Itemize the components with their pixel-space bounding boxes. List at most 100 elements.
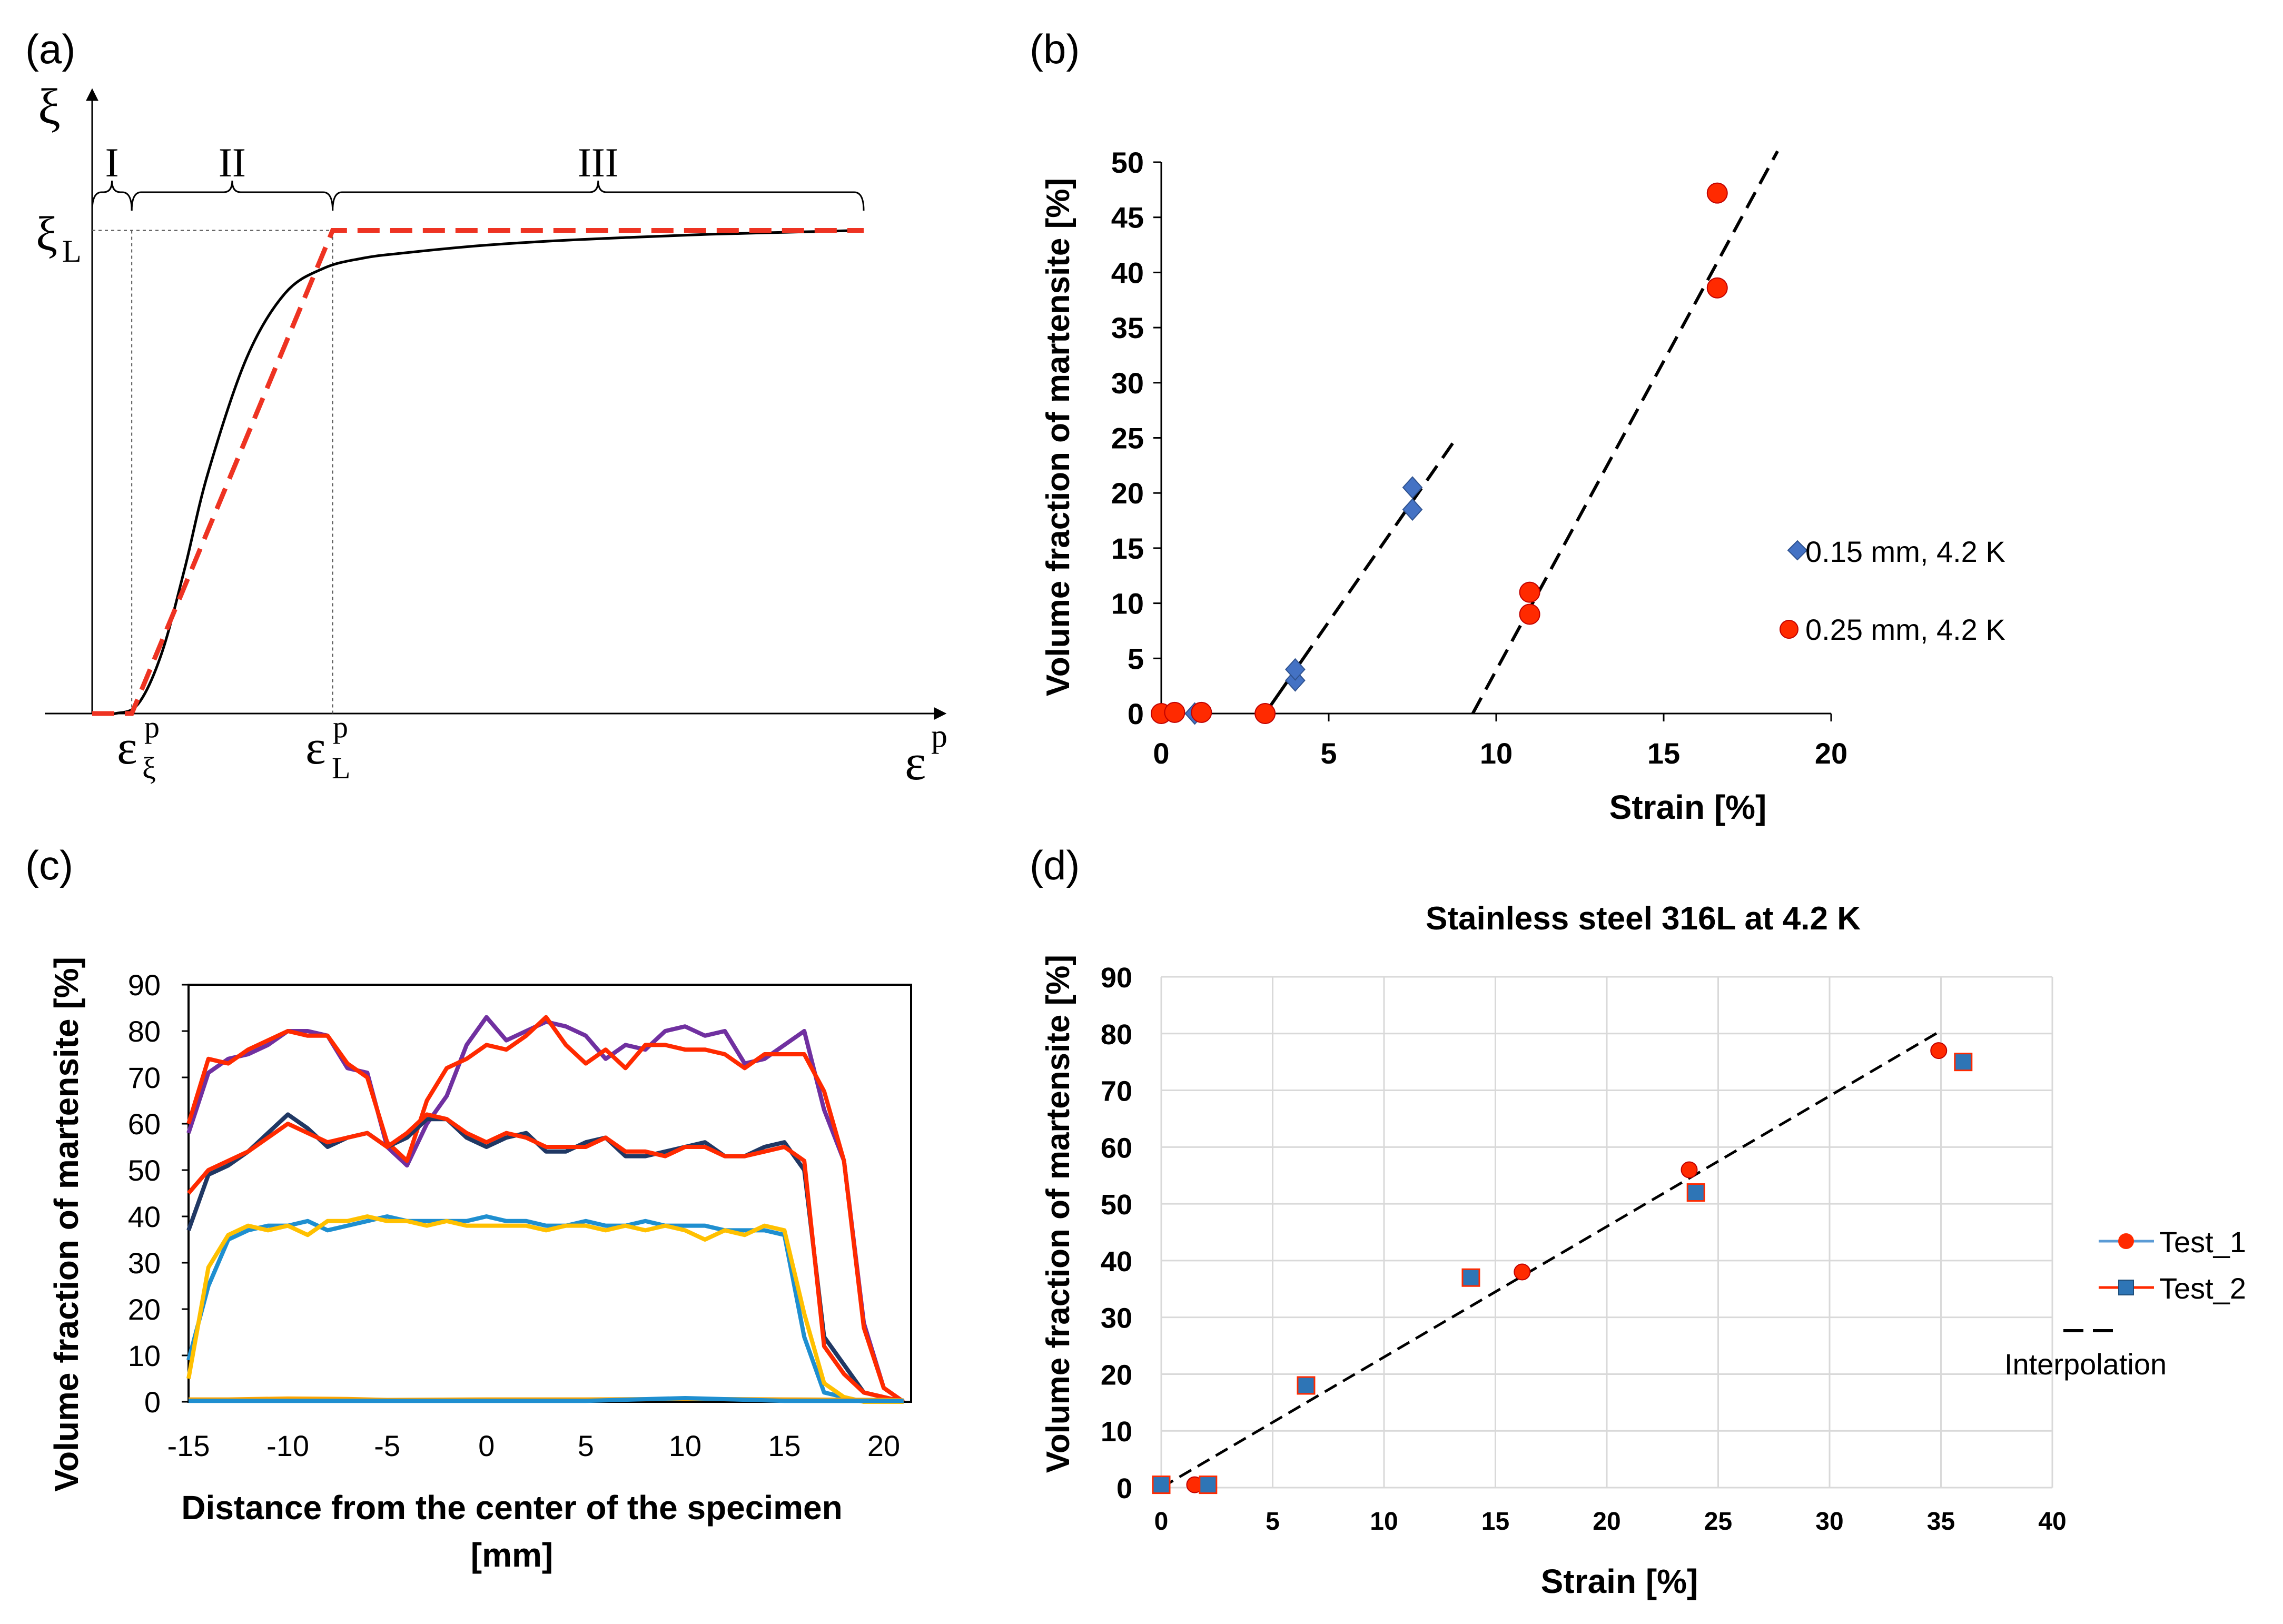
d-legend-test2-marker-icon	[2118, 1280, 2134, 1295]
c-series-yellow	[186, 1214, 904, 1404]
b-ytick-label-8: 40	[1111, 256, 1144, 289]
panel-label-b: (b)	[1030, 26, 1080, 72]
d-legend-test1-marker-icon	[2118, 1233, 2134, 1249]
c-ytick-label-5: 50	[128, 1154, 161, 1187]
d-xtick-label-0: 0	[1154, 1508, 1169, 1536]
c-xtick-label-6: 15	[768, 1429, 800, 1462]
svg-text:ξ: ξ	[36, 207, 57, 261]
c-ytick-label-7: 70	[128, 1061, 161, 1094]
b-ytick-label-7: 35	[1111, 311, 1144, 344]
b-point-s0-3	[1402, 498, 1423, 521]
b-x-label: Strain [%]	[1609, 788, 1767, 826]
d-ytick-label-4: 40	[1101, 1246, 1132, 1278]
b-points	[1151, 182, 1728, 725]
a-brace-0	[91, 180, 133, 211]
svg-text:ξ: ξ	[142, 751, 156, 785]
b-ytick-label-6: 30	[1111, 367, 1144, 400]
panel-c-chart: Volume fraction of martensite [%] Distan…	[47, 957, 912, 1574]
d-y-label: Volume fraction of martensite [%]	[1040, 955, 1076, 1473]
d-point-test1-4	[1930, 1042, 1948, 1059]
svg-text:L: L	[332, 751, 350, 785]
c-x-label-line1: Distance from the center of the specimen	[181, 1489, 842, 1527]
b-ytick-label-10: 50	[1111, 146, 1144, 179]
panel-label-d: (d)	[1030, 842, 1080, 888]
d-xtick-label-2: 10	[1370, 1508, 1398, 1536]
panel-b-chart: Volume fraction of martensite [%] Strain…	[1040, 146, 2005, 826]
a-tick-eps-L: ε p L	[305, 710, 350, 785]
c-ytick-label-2: 20	[128, 1293, 161, 1326]
panel-a-chart: ξ ε p ξ L ε p ξ ε p L I II III	[36, 78, 947, 790]
a-tick-eps-xi: ε p ξ	[117, 710, 160, 785]
a-guide-lines	[92, 230, 333, 714]
c-x-label-line2: [mm]	[471, 1536, 553, 1574]
d-xtick-label-8: 40	[2038, 1508, 2066, 1536]
d-ytick-label-1: 10	[1101, 1416, 1132, 1448]
b-point-s1-4	[1519, 603, 1540, 625]
b-point-s1-7	[1706, 277, 1728, 299]
b-ytick-label-3: 15	[1111, 532, 1144, 565]
a-brace-1	[131, 180, 334, 211]
c-series-red-high	[186, 1015, 905, 1404]
d-ytick-label-0: 0	[1116, 1473, 1132, 1504]
a-series-group	[92, 227, 864, 716]
panel-label-c: (c)	[25, 842, 73, 888]
svg-text:p: p	[333, 710, 348, 744]
d-point-test2-4	[1686, 1183, 1705, 1202]
a-region-label-1: II	[219, 140, 246, 185]
c-series-group	[186, 1015, 905, 1404]
d-xtick-label-7: 35	[1927, 1508, 1955, 1536]
b-point-s1-2	[1191, 701, 1212, 723]
b-point-s1-5	[1519, 581, 1540, 603]
c-series-red-mid	[186, 1112, 904, 1404]
c-xtick-label-7: 20	[867, 1429, 900, 1462]
d-ytick-label-6: 60	[1101, 1132, 1132, 1164]
c-series-navy	[186, 1112, 904, 1404]
d-gridlines	[1160, 976, 2053, 1489]
b-legend-diamond-icon	[1787, 540, 1808, 561]
d-ytick-label-5: 50	[1101, 1189, 1132, 1221]
d-interpolation-line	[1160, 1029, 1942, 1489]
d-point-test1-3	[1681, 1161, 1698, 1179]
b-ytick-label-9: 45	[1111, 201, 1144, 234]
d-point-test1-2	[1514, 1263, 1531, 1281]
c-ytick-label-4: 40	[128, 1200, 161, 1233]
c-series-purple	[186, 1015, 905, 1404]
d-xtick-label-4: 20	[1593, 1508, 1620, 1536]
c-ytick-label-9: 90	[128, 968, 161, 1002]
b-ytick-label-0: 0	[1128, 697, 1144, 730]
b-fit-dashed-1	[1471, 150, 1779, 715]
d-ytick-label-2: 20	[1101, 1359, 1132, 1391]
c-ytick-label-3: 30	[128, 1246, 161, 1280]
c-xtick-label-4: 5	[578, 1429, 594, 1462]
d-xtick-label-3: 15	[1481, 1508, 1509, 1536]
d-point-test2-3	[1461, 1268, 1480, 1287]
a-region-braces: I II III	[91, 140, 865, 211]
c-xtick-label-5: 10	[669, 1429, 701, 1462]
svg-text:L: L	[62, 234, 82, 269]
b-point-s0-2	[1285, 658, 1306, 681]
a-y-label: ξ	[38, 78, 61, 135]
c-y-label: Volume fraction of martensite [%]	[47, 957, 85, 1492]
svg-text:ε: ε	[905, 734, 926, 790]
panel-d-chart: Stainless steel 316L at 4.2 K Volume fra…	[1040, 900, 2246, 1600]
d-ytick-label-9: 90	[1101, 962, 1132, 994]
a-region-label-2: III	[578, 140, 619, 185]
b-y-label: Volume fraction of martensite [%]	[1040, 178, 1076, 696]
svg-text:ε: ε	[117, 720, 137, 774]
c-ytick-label-1: 10	[128, 1339, 161, 1372]
d-point-test2-1	[1199, 1476, 1218, 1494]
a-brace-2	[332, 180, 865, 211]
d-title: Stainless steel 316L at 4.2 K	[1426, 900, 1861, 937]
svg-text:p: p	[144, 710, 160, 744]
a-region-label-0: I	[105, 140, 119, 185]
c-ytick-label-0: 0	[144, 1385, 161, 1419]
b-legend: 0.15 mm, 4.2 K 0.25 mm, 4.2 K	[1780, 535, 2005, 646]
a-series-smooth	[92, 229, 864, 716]
b-xtick-label-4: 20	[1815, 737, 1847, 770]
b-ytick-label-5: 25	[1111, 422, 1144, 455]
c-plot-frame	[187, 984, 912, 1403]
a-tick-xi-L: ξ L	[36, 207, 82, 269]
b-xtick-label-3: 15	[1647, 737, 1680, 770]
d-legend-label-2: Interpolation	[2004, 1348, 2167, 1381]
